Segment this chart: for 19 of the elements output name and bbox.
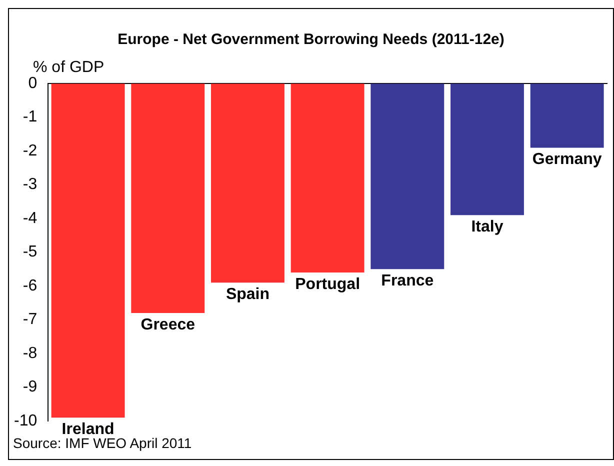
x-tick-label: Italy xyxy=(471,218,504,236)
x-tick-label: Greece xyxy=(140,316,196,334)
x-tick-label: Spain xyxy=(226,286,270,304)
x-tick-label: Germany xyxy=(532,151,602,168)
y-tick-label: -3 xyxy=(22,176,38,194)
x-tick-label: Portugal xyxy=(295,276,360,293)
x-tick-label: France xyxy=(381,272,434,290)
y-tick-label: -2 xyxy=(22,142,38,160)
y-tick-label: -7 xyxy=(22,311,38,328)
y-tick-label: -1 xyxy=(22,108,38,126)
y-tick-label: -4 xyxy=(22,210,38,227)
chart-title: Europe - Net Government Borrowing Needs (2011-12e) xyxy=(116,31,506,48)
y-tick-label: 0 xyxy=(28,75,38,92)
y-tick-label: -10 xyxy=(14,412,38,430)
y-tick-label: -5 xyxy=(22,244,38,261)
y-axis-title: % of GDP xyxy=(33,59,104,76)
y-tick-label: -6 xyxy=(22,277,38,294)
y-tick-label: -9 xyxy=(22,378,38,396)
y-tick-label: -8 xyxy=(22,344,38,362)
